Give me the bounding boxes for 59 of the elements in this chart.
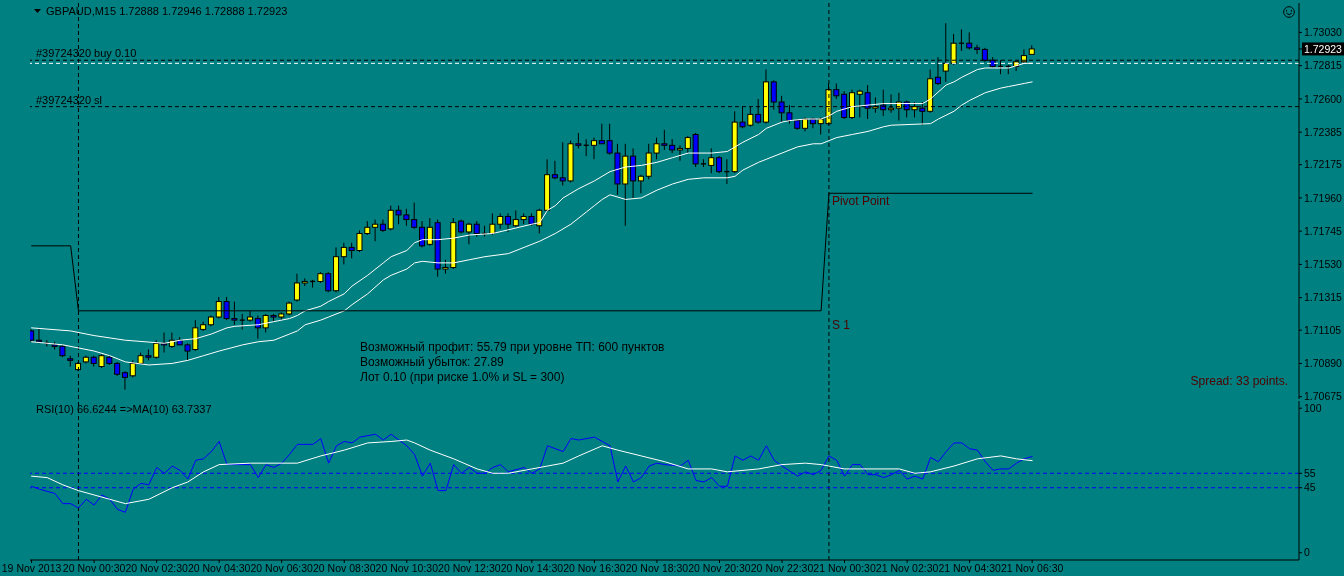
x-tick-label: 20 Nov 02:30 — [125, 562, 189, 575]
y-tick-label: 1.70675 — [1304, 390, 1343, 403]
y-tick-label: 1.71530 — [1304, 258, 1343, 271]
candlestick — [121, 370, 128, 391]
x-tick-label: 20 Nov 10:30 — [375, 562, 439, 575]
y-tick-label: 1.71315 — [1304, 291, 1343, 304]
x-tick-label: 21 Nov 00:30 — [813, 562, 876, 575]
y-tick-label: 0 — [1304, 546, 1310, 559]
x-tick-label: 20 Nov 04:30 — [187, 562, 251, 575]
y-tick-label: 1.70890 — [1304, 357, 1343, 370]
y-tick-label: 1.72175 — [1304, 158, 1343, 171]
y-tick-label: 1.72600 — [1304, 92, 1343, 105]
x-tick-label: 21 Nov 06:30 — [1000, 562, 1064, 575]
candlestick — [551, 160, 558, 180]
x-tick-label: 20 Nov 16:30 — [563, 562, 626, 575]
candlestick — [591, 137, 597, 160]
x-tick-label: 21 Nov 04:30 — [938, 562, 1002, 575]
candlestick — [708, 147, 715, 174]
y-tick-label: 100 — [1304, 401, 1322, 414]
candlestick — [505, 212, 512, 233]
candlestick — [426, 217, 433, 247]
y-tick-label: 1.72385 — [1304, 125, 1343, 138]
x-tick-label: 19 Nov 2013 — [1, 562, 62, 575]
ref-line-label: #39724320 sl — [36, 93, 103, 106]
x-tick-label: 20 Nov 22:30 — [750, 562, 814, 575]
candlestick — [676, 144, 683, 162]
chart-title: GBPAUD,M15 1.72888 1.72946 1.72888 1.72923 — [46, 5, 288, 18]
y-tick-label: 1.72923 — [1304, 42, 1343, 55]
candlestick — [974, 44, 981, 55]
y-tick-label: 1.71105 — [1304, 323, 1342, 336]
line-series — [31, 439, 1033, 505]
candlestick — [419, 220, 426, 248]
annotation: Spread: 33 points. — [1190, 374, 1288, 389]
x-tick-label: 21 Nov 02:30 — [875, 562, 939, 575]
y-tick-label: 55 — [1304, 466, 1316, 479]
x-tick-label: 20 Nov 18:30 — [625, 562, 689, 575]
annotation: Возможный профит: 55.79 при уровне ТП: 600 пунктов — [360, 340, 665, 355]
candlestick — [465, 222, 472, 245]
annotation: Pivot Point — [831, 194, 890, 209]
x-tick-label: 20 Nov 08:30 — [313, 562, 376, 575]
candlestick — [293, 273, 300, 303]
chart-title: RSI(10) 66.6244 =>MA(10) 63.7337 — [36, 403, 212, 416]
y-tick-label: 1.73030 — [1304, 26, 1343, 39]
candlestick — [637, 174, 644, 194]
x-tick-label: 20 Nov 12:30 — [438, 562, 501, 575]
x-tick-label: 20 Nov 00:30 — [62, 562, 126, 575]
x-tick-label: 20 Nov 14:30 — [500, 562, 564, 575]
y-tick-label: 1.71960 — [1304, 191, 1343, 204]
y-tick-label: 1.71745 — [1304, 224, 1343, 237]
y-tick-label: 1.72815 — [1304, 59, 1343, 72]
annotation: Возможный убыток: 27.89 — [360, 355, 505, 370]
x-tick-label: 20 Nov 06:30 — [250, 562, 314, 575]
ref-line-label: #39724320 buy 0.10 — [36, 47, 137, 60]
candlestick — [340, 242, 347, 265]
x-tick-label: 20 Nov 20:30 — [688, 562, 751, 575]
annotation: Лот 0.10 (при риске 1.0% и SL = 300) — [360, 370, 566, 385]
candlestick — [372, 219, 379, 242]
y-tick-label: 45 — [1304, 481, 1316, 494]
annotation: S 1 — [831, 317, 851, 332]
